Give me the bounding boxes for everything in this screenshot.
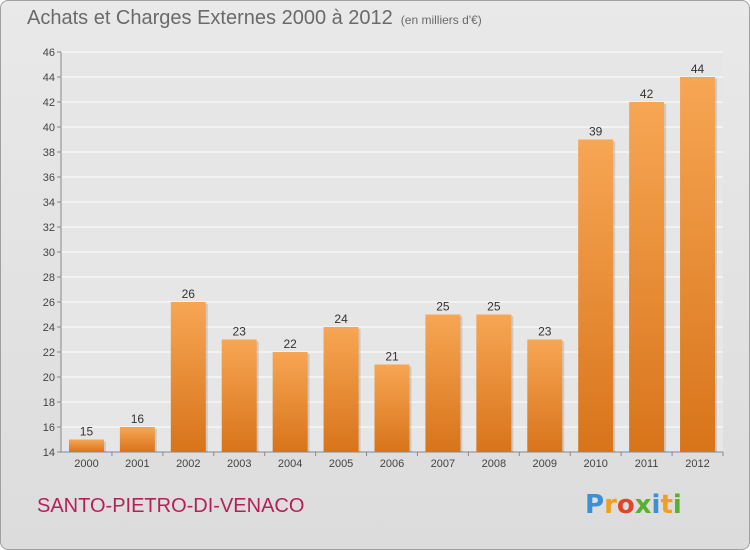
logo-letter: P <box>585 490 605 520</box>
data-label: 21 <box>385 350 399 364</box>
x-tick-label: 2003 <box>227 458 251 470</box>
logo-letter: r <box>604 490 617 520</box>
y-tick-label: 38 <box>43 147 55 159</box>
y-tick-label: 26 <box>43 297 55 309</box>
data-label: 39 <box>589 125 603 139</box>
data-label: 25 <box>487 300 501 314</box>
x-tick-label: 2012 <box>685 458 709 470</box>
y-tick-label: 20 <box>43 372 55 384</box>
bar <box>425 314 461 452</box>
chart-title-text: Achats et Charges Externes 2000 à 2012 <box>27 7 393 29</box>
bar <box>272 352 308 452</box>
x-tick-label: 2009 <box>533 458 557 470</box>
bar <box>170 302 206 452</box>
data-label: 16 <box>131 412 145 426</box>
data-label: 44 <box>691 62 705 76</box>
y-tick-label: 14 <box>43 447 55 459</box>
bar <box>323 327 359 452</box>
y-tick-label: 28 <box>43 272 55 284</box>
data-label: 24 <box>334 312 348 326</box>
y-tick-label: 32 <box>43 222 55 234</box>
chart-unit: (en milliers d'€) <box>400 13 482 27</box>
x-tick-label: 2008 <box>482 458 506 470</box>
bar <box>578 139 614 452</box>
data-label: 23 <box>233 325 247 339</box>
data-label: 26 <box>182 287 196 301</box>
y-tick-label: 24 <box>43 322 55 334</box>
logo-letter: t <box>660 490 673 520</box>
proxiti-logo: Proxiti <box>585 490 682 520</box>
bar <box>476 314 512 452</box>
data-label: 25 <box>436 300 450 314</box>
y-tick-label: 18 <box>43 397 55 409</box>
bar <box>119 427 155 452</box>
bar <box>629 102 665 452</box>
bar <box>221 339 257 452</box>
y-tick-label: 44 <box>43 72 55 84</box>
y-tick-label: 46 <box>43 47 55 59</box>
data-label: 15 <box>80 425 94 439</box>
logo-letter: o <box>616 490 635 520</box>
x-tick-label: 2005 <box>329 458 353 470</box>
data-label: 42 <box>640 87 654 101</box>
x-tick-label: 2000 <box>74 458 98 470</box>
x-tick-label: 2011 <box>635 458 659 470</box>
x-tick-label: 2010 <box>583 458 607 470</box>
y-tick-label: 42 <box>43 97 55 109</box>
data-label: 22 <box>283 337 297 351</box>
y-tick-label: 36 <box>43 172 55 184</box>
bar <box>68 439 104 452</box>
x-tick-label: 2002 <box>176 458 200 470</box>
data-label: 23 <box>538 325 552 339</box>
y-tick-label: 16 <box>43 422 55 434</box>
logo-letter: i <box>651 490 661 520</box>
x-tick-label: 2007 <box>431 458 455 470</box>
x-tick-label: 2006 <box>380 458 404 470</box>
y-tick-label: 22 <box>43 347 55 359</box>
y-tick-label: 40 <box>43 122 55 134</box>
x-tick-label: 2001 <box>125 458 149 470</box>
chart-title: Achats et Charges Externes 2000 à 2012 (e… <box>27 7 482 30</box>
y-tick-label: 34 <box>43 197 55 209</box>
commune-name: SANTO-PIETRO-DI-VENACO <box>37 495 305 517</box>
logo-letter: i <box>672 490 682 520</box>
bar <box>680 77 716 452</box>
y-tick-label: 30 <box>43 247 55 259</box>
bar <box>527 339 563 452</box>
x-tick-label: 2004 <box>278 458 302 470</box>
bar <box>374 364 410 452</box>
logo-letter: x <box>634 490 652 520</box>
